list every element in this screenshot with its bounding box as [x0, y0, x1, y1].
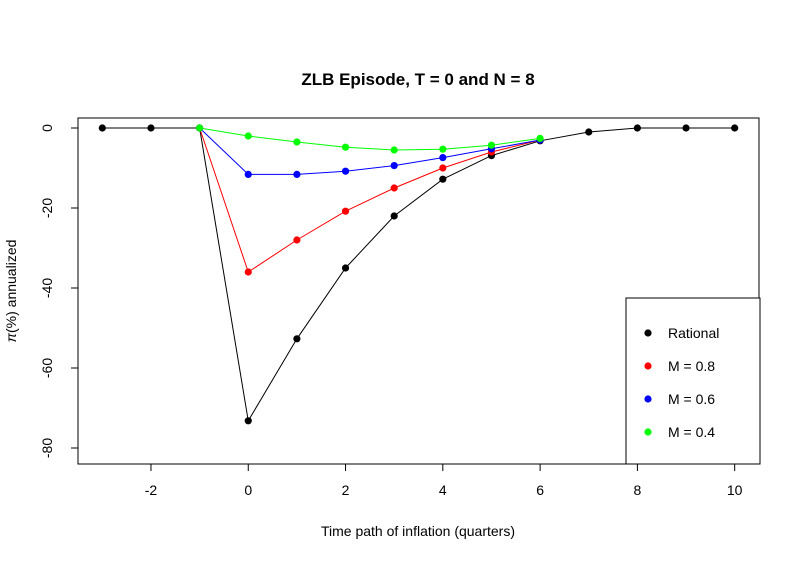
y-axis-label: π(%) annualized — [3, 240, 19, 343]
series-line — [199, 127, 541, 175]
data-point — [341, 264, 350, 272]
data-point — [731, 124, 739, 132]
x-axis-label: Time path of inflation (quarters) — [321, 523, 515, 539]
data-point — [390, 184, 398, 192]
plot-frame — [77, 117, 760, 465]
data-point — [682, 124, 690, 132]
data-point — [244, 268, 252, 276]
data-point — [147, 124, 155, 132]
data-point — [98, 124, 106, 132]
series-line — [102, 127, 735, 423]
x-tick-label: 2 — [342, 482, 350, 498]
data-point — [293, 170, 301, 178]
series-line — [199, 127, 541, 151]
data-point — [341, 167, 350, 175]
data-point — [439, 175, 447, 183]
data-point — [390, 146, 398, 154]
data-point — [244, 417, 252, 425]
data-point — [585, 128, 593, 136]
series-rational — [98, 124, 739, 425]
x-tick-label: 10 — [727, 482, 743, 498]
data-point — [536, 134, 544, 142]
data-point — [341, 207, 350, 215]
legend: Rational M = 0.8 M = 0.6 M = 0.4 — [625, 297, 761, 465]
data-point — [439, 164, 447, 172]
legend-marker — [644, 329, 652, 337]
legend-label: M = 0.8 — [668, 358, 715, 374]
data-point — [439, 145, 447, 153]
data-point — [341, 143, 350, 151]
y-tick-label: 0 — [39, 124, 55, 132]
y-tick-label: -40 — [39, 278, 55, 298]
x-tick-label: 8 — [633, 482, 641, 498]
legend-label: M = 0.4 — [668, 424, 715, 440]
series-m-0-4 — [196, 124, 544, 154]
legend-marker — [644, 362, 652, 370]
legend-label: Rational — [668, 325, 719, 341]
x-tick-label: 6 — [536, 482, 544, 498]
x-tick-label: -2 — [145, 482, 158, 498]
data-point — [487, 141, 496, 149]
y-axis-label-symbol: π — [3, 332, 19, 342]
legend-marker — [644, 395, 652, 403]
data-point — [293, 335, 301, 343]
data-point — [293, 138, 301, 146]
y-tick-label: -80 — [39, 438, 55, 458]
y-tick-label: -20 — [39, 198, 55, 218]
x-tick-label: 0 — [244, 482, 252, 498]
data-point — [293, 236, 301, 244]
data-point — [244, 132, 252, 140]
y-axis: 0 -20 -40 -60 -80 — [39, 124, 78, 458]
y-axis-label-text: (%) annualized — [3, 240, 19, 333]
data-point — [196, 124, 204, 132]
series-line — [199, 127, 541, 273]
data-point — [439, 154, 447, 162]
data-point — [244, 170, 252, 178]
y-tick-label: -60 — [39, 358, 55, 378]
legend-box — [625, 297, 761, 465]
legend-marker — [644, 428, 652, 436]
x-tick-label: 4 — [439, 482, 447, 498]
x-axis: -2 0 2 4 6 8 10 — [145, 464, 743, 498]
legend-label: M = 0.6 — [668, 391, 715, 407]
data-point — [390, 212, 398, 220]
data-point — [633, 124, 641, 132]
chart-title: ZLB Episode, T = 0 and N = 8 — [301, 70, 534, 89]
data-point — [390, 162, 398, 170]
